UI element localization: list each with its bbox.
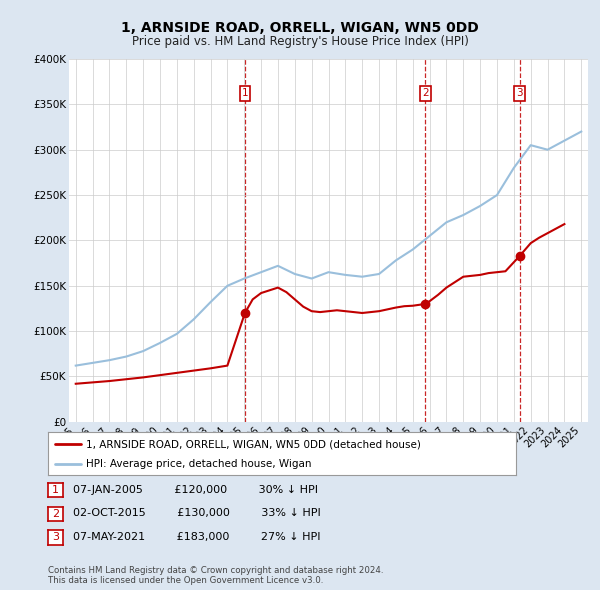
Text: Price paid vs. HM Land Registry's House Price Index (HPI): Price paid vs. HM Land Registry's House … — [131, 35, 469, 48]
Text: 1: 1 — [52, 486, 59, 495]
Text: 3: 3 — [52, 533, 59, 542]
Text: 1, ARNSIDE ROAD, ORRELL, WIGAN, WN5 0DD: 1, ARNSIDE ROAD, ORRELL, WIGAN, WN5 0DD — [121, 21, 479, 35]
Text: 1: 1 — [242, 88, 248, 99]
Text: 3: 3 — [517, 88, 523, 99]
Text: 07-MAY-2021         £183,000         27% ↓ HPI: 07-MAY-2021 £183,000 27% ↓ HPI — [66, 532, 320, 542]
Text: 2: 2 — [422, 88, 429, 99]
Text: 02-OCT-2015         £130,000         33% ↓ HPI: 02-OCT-2015 £130,000 33% ↓ HPI — [66, 509, 321, 518]
Text: 1, ARNSIDE ROAD, ORRELL, WIGAN, WN5 0DD (detached house): 1, ARNSIDE ROAD, ORRELL, WIGAN, WN5 0DD … — [86, 440, 421, 450]
Text: 2: 2 — [52, 509, 59, 519]
Text: 07-JAN-2005         £120,000         30% ↓ HPI: 07-JAN-2005 £120,000 30% ↓ HPI — [66, 485, 318, 494]
Text: HPI: Average price, detached house, Wigan: HPI: Average price, detached house, Wiga… — [86, 460, 312, 469]
Text: Contains HM Land Registry data © Crown copyright and database right 2024.
This d: Contains HM Land Registry data © Crown c… — [48, 566, 383, 585]
